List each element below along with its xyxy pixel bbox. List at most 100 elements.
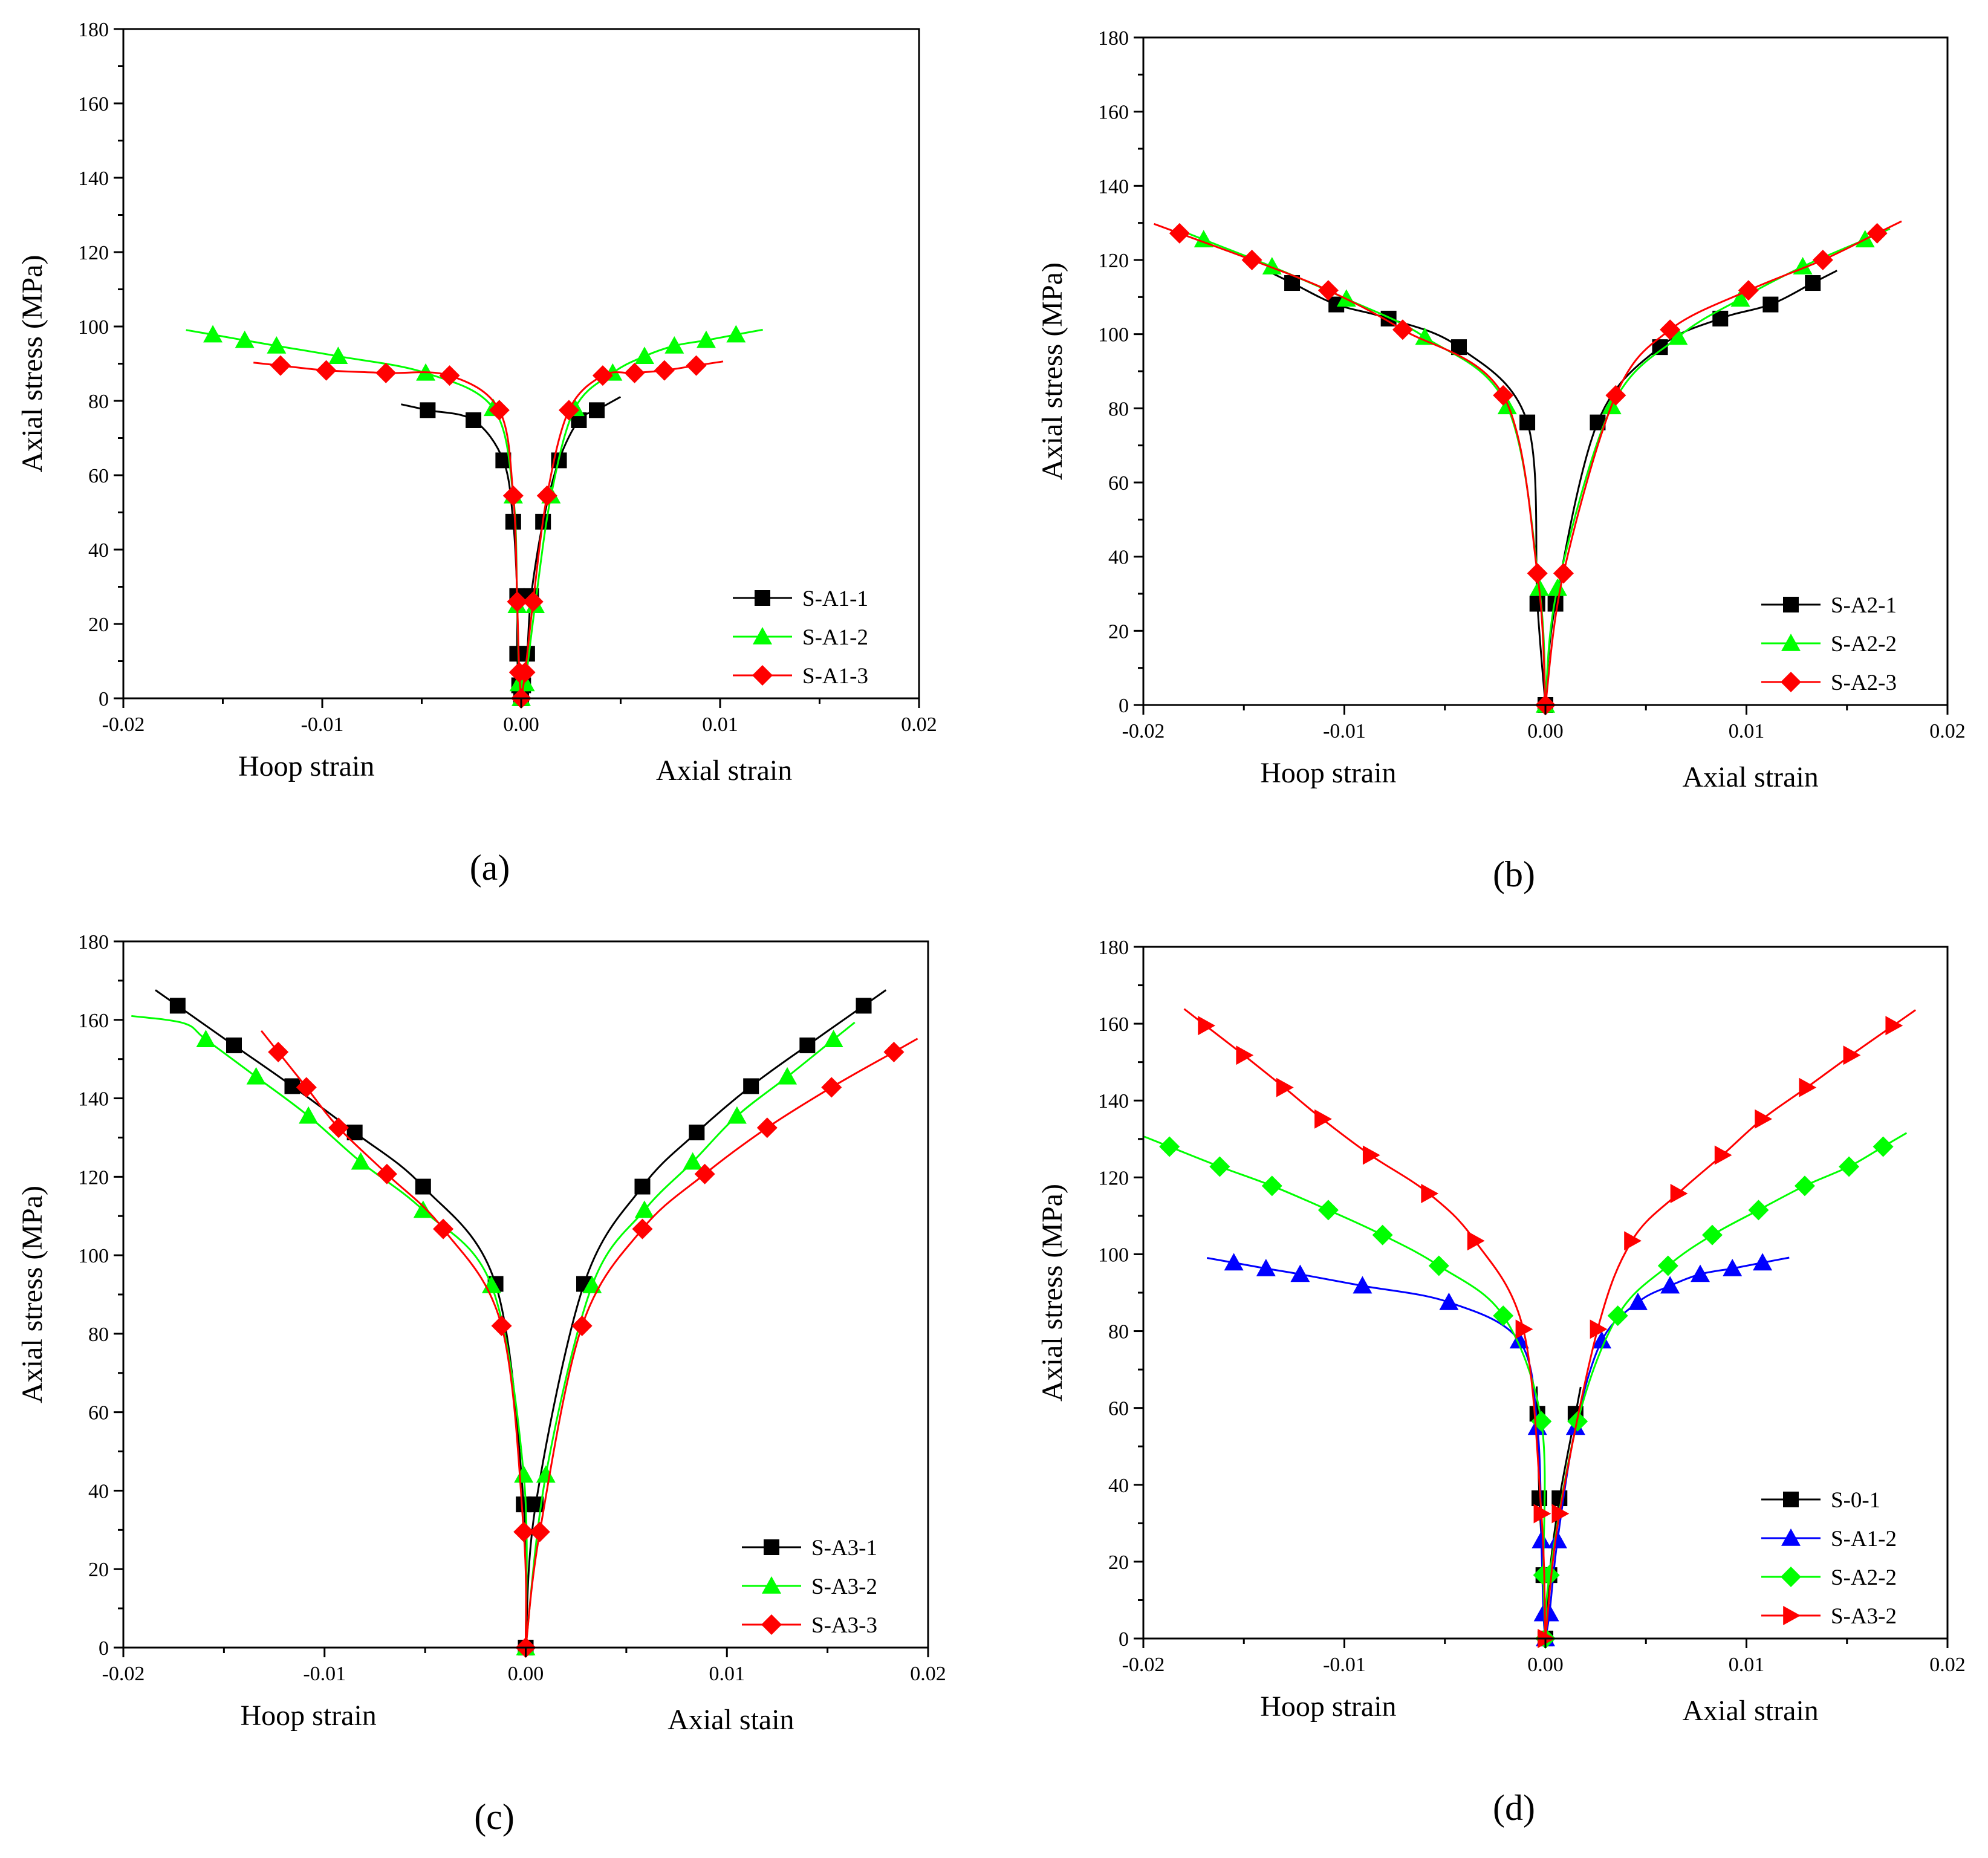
data-point bbox=[624, 362, 645, 383]
data-point bbox=[1691, 1264, 1710, 1282]
legend-marker bbox=[1783, 597, 1799, 612]
series-s-a3-1 bbox=[155, 989, 887, 1655]
x-tick-label: -0.01 bbox=[303, 1663, 346, 1685]
legend-label: S-A2-2 bbox=[1831, 632, 1897, 657]
series-line-axial bbox=[520, 328, 763, 699]
data-point bbox=[694, 1163, 715, 1184]
data-point bbox=[1607, 1305, 1628, 1327]
data-point bbox=[1657, 1255, 1678, 1276]
legend-marker bbox=[1781, 634, 1801, 651]
data-point bbox=[1839, 1156, 1860, 1177]
data-point bbox=[514, 1465, 534, 1483]
data-point bbox=[696, 330, 716, 348]
data-point bbox=[1439, 1292, 1459, 1310]
data-point bbox=[439, 365, 460, 386]
y-axis-title: Axial stress (MPa) bbox=[1036, 262, 1068, 480]
data-point bbox=[1753, 1253, 1773, 1271]
y-tick-label: 160 bbox=[1098, 102, 1129, 124]
x-tick-label: 0.00 bbox=[1527, 720, 1564, 742]
y-axis-title: Axial stress (MPa) bbox=[16, 255, 48, 473]
y-tick-label: 20 bbox=[88, 614, 109, 636]
series-line-hoop bbox=[1178, 229, 1547, 706]
x-axis-title-axial: Axial stain bbox=[668, 1704, 794, 1736]
y-tick-label: 100 bbox=[78, 316, 109, 339]
y-tick-label: 160 bbox=[1098, 1013, 1129, 1036]
data-point bbox=[296, 1077, 317, 1098]
series-line-axial bbox=[1544, 1132, 1908, 1639]
legend-item: S-A1-1 bbox=[733, 586, 868, 611]
y-tick-label: 40 bbox=[1108, 1475, 1129, 1497]
x-tick-label: -0.02 bbox=[102, 1663, 145, 1685]
legend-marker bbox=[752, 665, 773, 686]
data-point bbox=[634, 1200, 654, 1218]
data-point bbox=[1415, 327, 1435, 345]
data-point bbox=[536, 485, 557, 506]
data-point bbox=[1317, 280, 1339, 301]
data-point bbox=[1551, 1504, 1570, 1524]
data-point bbox=[268, 1041, 289, 1062]
data-point bbox=[1668, 327, 1688, 345]
data-point bbox=[726, 325, 746, 343]
data-point bbox=[1748, 1200, 1769, 1221]
data-point bbox=[1547, 578, 1567, 596]
legend-label: S-A2-2 bbox=[1831, 1565, 1897, 1590]
data-point bbox=[522, 591, 544, 612]
data-point bbox=[415, 1178, 431, 1195]
data-point bbox=[778, 1067, 797, 1085]
series-s-a2-3 bbox=[1154, 220, 1902, 715]
data-point bbox=[1547, 1530, 1567, 1548]
data-point bbox=[1873, 1136, 1894, 1157]
y-axis-title: Axial stress (MPa) bbox=[16, 1186, 48, 1403]
y-tick-label: 140 bbox=[78, 1088, 109, 1111]
data-point bbox=[536, 1465, 556, 1483]
y-tick-label: 40 bbox=[1108, 547, 1129, 569]
legend-label: S-0-1 bbox=[1831, 1488, 1880, 1513]
data-point bbox=[1885, 1016, 1903, 1036]
legend-marker bbox=[1781, 672, 1801, 692]
y-tick-label: 120 bbox=[78, 242, 109, 264]
data-point bbox=[743, 1078, 759, 1094]
data-point bbox=[433, 1218, 454, 1239]
legend-label: S-A3-2 bbox=[811, 1574, 877, 1599]
data-point bbox=[856, 998, 872, 1014]
plot-frame bbox=[1142, 946, 1949, 1640]
y-tick-label: 160 bbox=[78, 1010, 109, 1032]
data-point bbox=[664, 336, 684, 354]
legend-marker bbox=[1781, 1567, 1801, 1587]
legend-item: S-A2-1 bbox=[1761, 593, 1897, 618]
data-point bbox=[1276, 1077, 1294, 1097]
data-point bbox=[1670, 1184, 1688, 1204]
chart-panel-b: -0.02 -0.01 0.00 0.01 0.02 0 20 40 60 80 100 120 140… bbox=[1036, 27, 1966, 894]
y-tick-label: 80 bbox=[1108, 398, 1129, 420]
legend-marker bbox=[764, 1539, 779, 1555]
data-point bbox=[491, 1315, 512, 1336]
legend-item: S-A2-2 bbox=[1761, 632, 1897, 657]
data-point bbox=[654, 360, 675, 381]
legend-marker bbox=[762, 1576, 781, 1594]
x-tick-label: 0.01 bbox=[1729, 720, 1765, 742]
data-point bbox=[1553, 563, 1574, 584]
data-point bbox=[686, 355, 707, 376]
series-s-a1-2 bbox=[186, 325, 763, 706]
series-line-axial bbox=[525, 989, 887, 1648]
data-point bbox=[558, 400, 579, 421]
data-point bbox=[1533, 1504, 1551, 1524]
data-point bbox=[1794, 1175, 1815, 1197]
x-tick-label: 0.00 bbox=[503, 713, 539, 736]
data-point bbox=[1527, 563, 1548, 584]
data-point bbox=[1660, 319, 1681, 340]
legend-item: S-A3-2 bbox=[742, 1574, 877, 1599]
data-point bbox=[270, 355, 291, 376]
data-point bbox=[883, 1041, 905, 1062]
x-tick-label: -0.01 bbox=[1323, 1654, 1366, 1676]
legend-label: S-A3-2 bbox=[1831, 1604, 1897, 1629]
data-point bbox=[502, 485, 524, 506]
data-point bbox=[634, 346, 654, 364]
data-point bbox=[505, 513, 521, 530]
data-point bbox=[1529, 596, 1545, 612]
legend: S-A3-1 S-A3-2 S-A3-3 bbox=[742, 1536, 877, 1638]
panel-label: (a) bbox=[470, 848, 510, 888]
x-tick-label: -0.01 bbox=[1323, 720, 1366, 742]
x-axis-title-hoop: Hoop strain bbox=[238, 750, 374, 782]
